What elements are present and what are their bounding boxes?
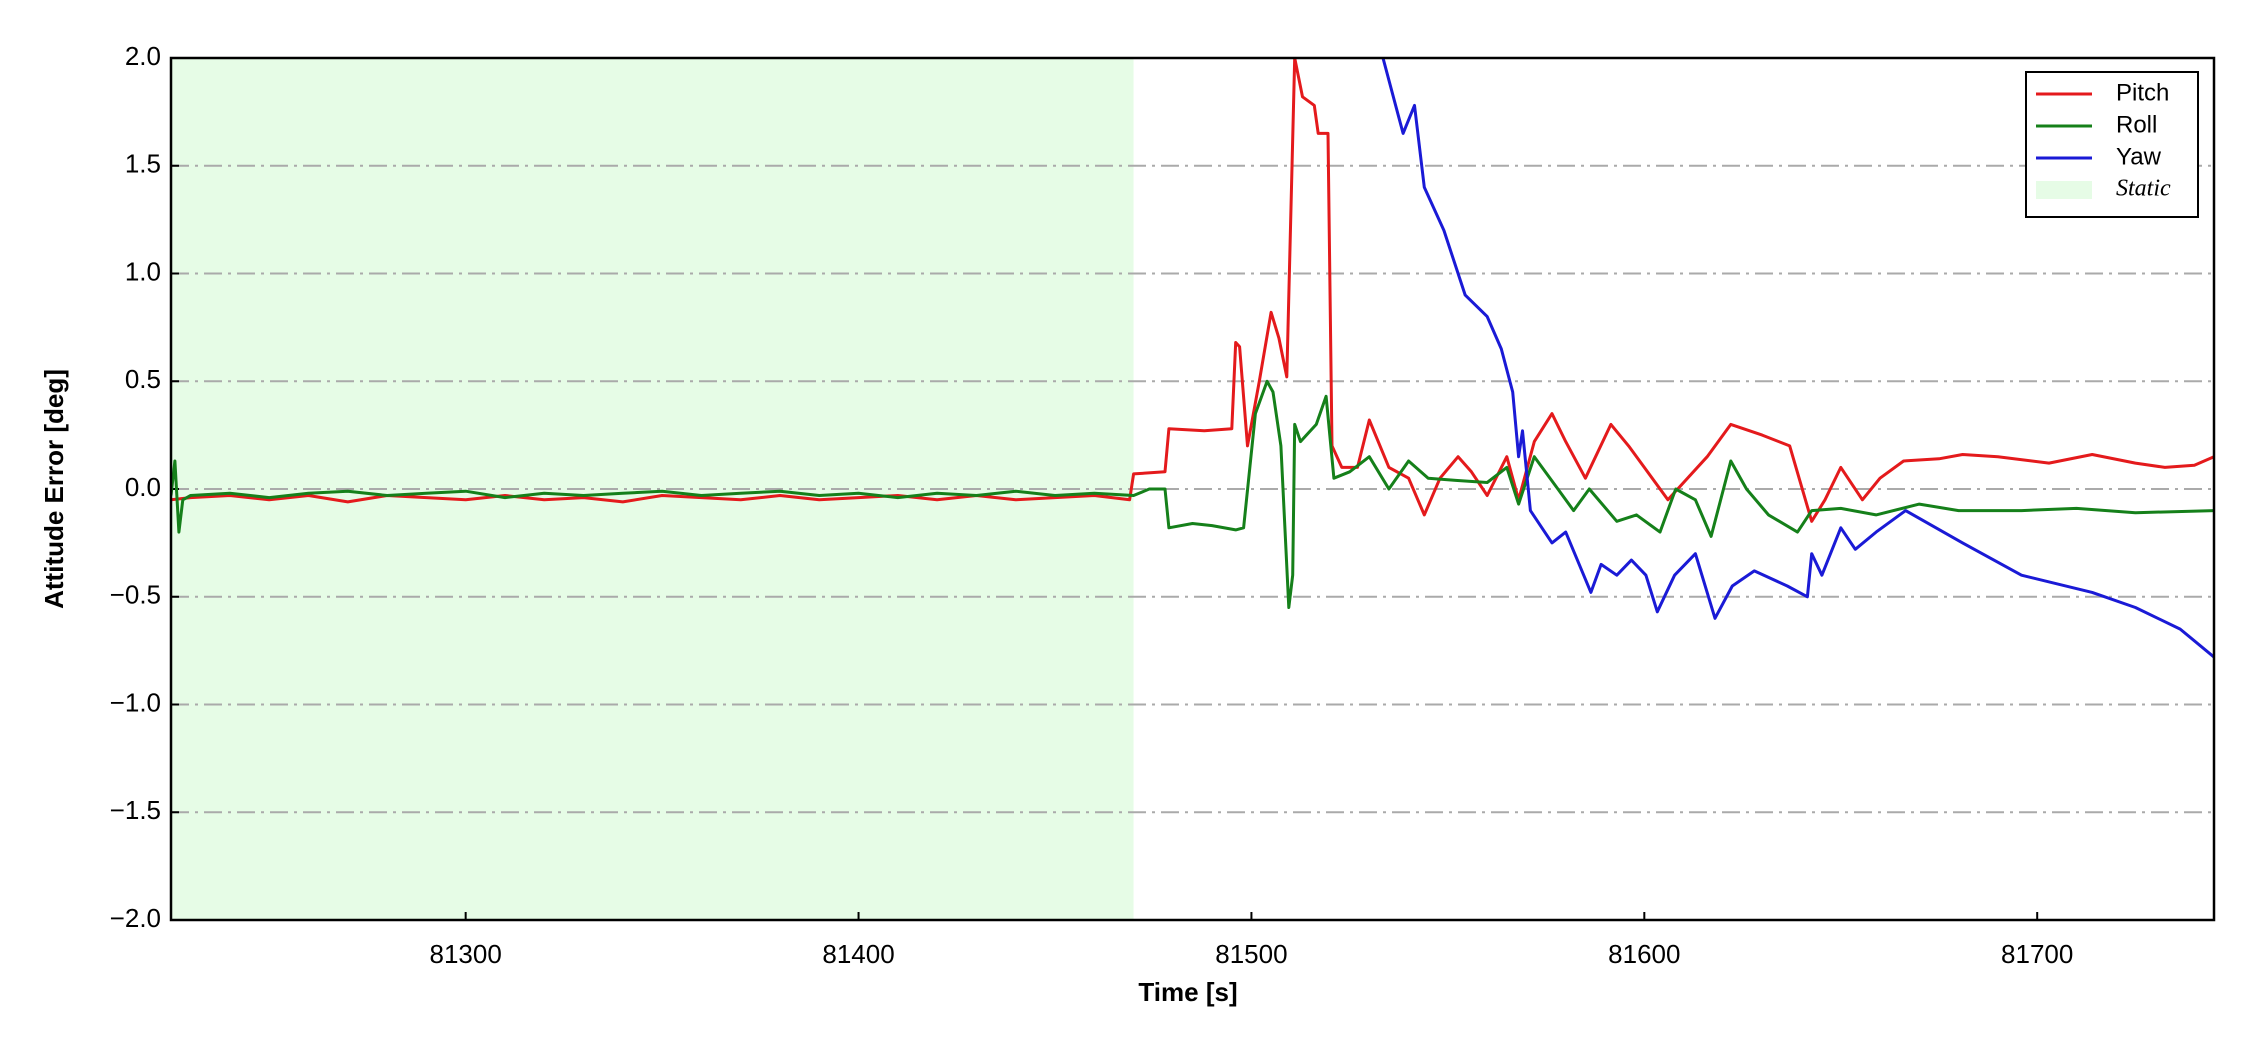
legend-label: Yaw xyxy=(2116,143,2162,170)
y-tick-label: −1.0 xyxy=(110,687,161,717)
series-line xyxy=(171,58,2214,523)
x-tick-label: 81600 xyxy=(1608,939,1680,969)
plot-lines xyxy=(171,58,2214,659)
legend-label: Pitch xyxy=(2116,79,2169,106)
y-tick-label: −1.5 xyxy=(110,795,161,825)
y-axis-label: Attitude Error [deg] xyxy=(39,369,69,609)
y-tick-label: 1.0 xyxy=(125,256,161,286)
x-tick-label: 81400 xyxy=(822,939,894,969)
y-tick-label: 2.0 xyxy=(125,41,161,71)
x-tick-label: 81700 xyxy=(2001,939,2073,969)
y-tick-label: −2.0 xyxy=(110,903,161,933)
x-tick-label: 81300 xyxy=(430,939,502,969)
y-tick-label: 1.5 xyxy=(125,149,161,179)
y-tick-label: −0.5 xyxy=(110,580,161,610)
legend-label: Roll xyxy=(2116,111,2157,138)
legend-swatch xyxy=(2036,181,2092,199)
x-tick-label: 81500 xyxy=(1215,939,1287,969)
x-axis-label: Time [s] xyxy=(1138,977,1237,1007)
legend-label: Static xyxy=(2116,176,2171,202)
series-line xyxy=(1381,58,2214,659)
series-line xyxy=(171,379,2214,609)
y-tick-label: 0.5 xyxy=(125,364,161,394)
plot-frame xyxy=(169,56,2216,922)
y-tick-label: 0.0 xyxy=(125,472,161,502)
